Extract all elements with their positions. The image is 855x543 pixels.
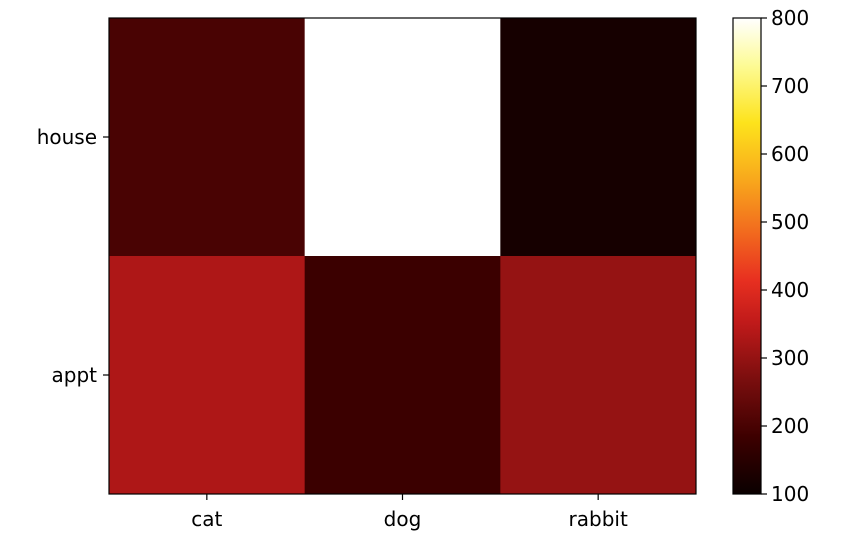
colorbar-tick-label: 100 — [771, 482, 809, 506]
x-tick-label: dog — [384, 507, 422, 531]
y-tick-label: appt — [52, 363, 98, 387]
colorbar-tick-label: 200 — [771, 414, 809, 438]
colorbar: 100 200 300 400 500 600 700 800 — [732, 6, 809, 506]
x-axis: cat dog rabbit — [191, 494, 628, 531]
heatmap-cell-house-rabbit — [500, 18, 697, 257]
heatmap-cell-appt-cat — [109, 256, 306, 495]
colorbar-gradient — [732, 17, 762, 495]
colorbar-tick-label: 800 — [771, 6, 809, 30]
heatmap-cell-house-cat — [109, 18, 306, 257]
heatmap-cell-appt-dog — [304, 256, 501, 495]
colorbar-tick-label: 600 — [771, 142, 809, 166]
y-axis: house appt — [37, 125, 109, 387]
y-tick-label: house — [37, 125, 97, 149]
colorbar-tick-label: 700 — [771, 74, 809, 98]
colorbar-tick-label: 500 — [771, 210, 809, 234]
colorbar-tick-label: 400 — [771, 278, 809, 302]
x-tick-label: rabbit — [569, 507, 628, 531]
heatmap-cell-appt-rabbit — [500, 256, 697, 495]
heatmap-cells — [109, 18, 697, 495]
colorbar-tick-label: 300 — [771, 346, 809, 370]
x-tick-label: cat — [191, 507, 222, 531]
heatmap-cell-house-dog — [304, 18, 501, 257]
